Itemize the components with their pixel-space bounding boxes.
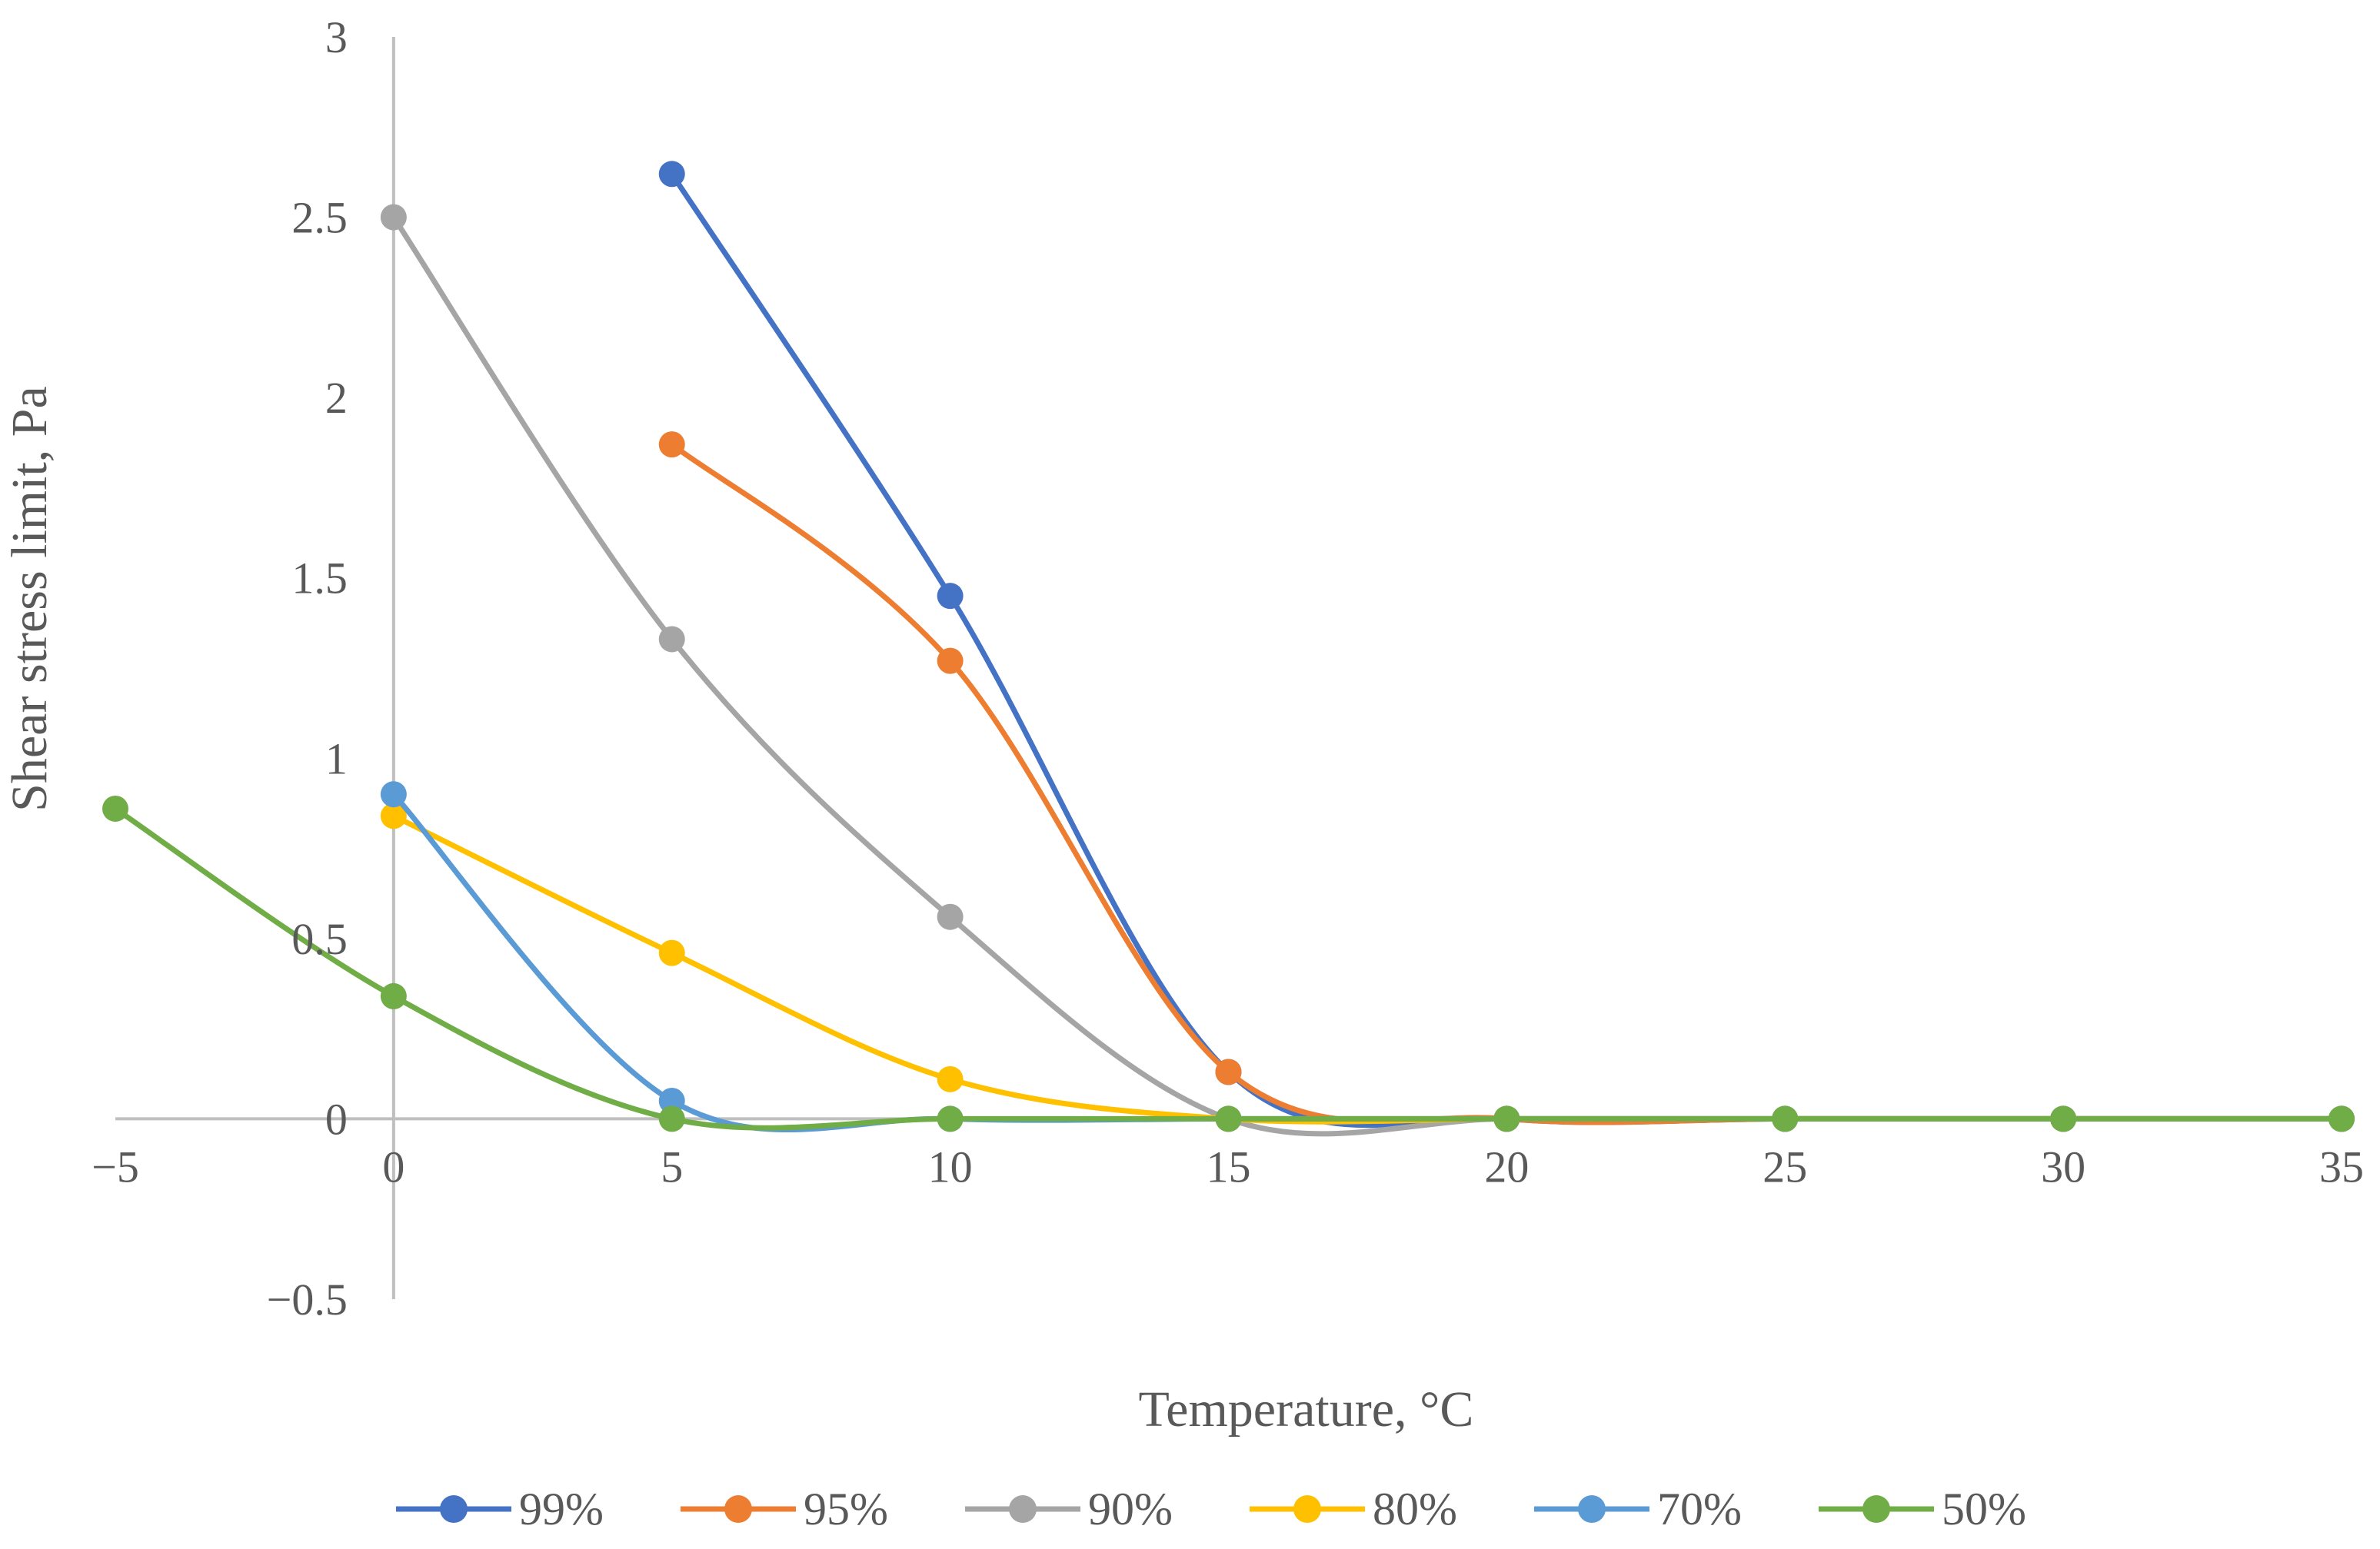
data-point <box>658 1087 685 1114</box>
legend-item: 95% <box>681 1484 888 1534</box>
legend-marker <box>724 1495 752 1523</box>
series-line <box>391 813 2345 1125</box>
data-point <box>658 939 685 966</box>
data-point <box>380 803 407 829</box>
data-point <box>1215 1059 1242 1085</box>
legend-marker <box>1293 1495 1321 1523</box>
data-point <box>2328 1105 2355 1132</box>
legend-marker <box>1009 1495 1037 1523</box>
data-point <box>102 795 128 822</box>
legend-marker <box>1578 1495 1606 1523</box>
data-point <box>380 781 407 808</box>
legend-label: 70% <box>1657 1484 1742 1534</box>
data-point <box>380 204 407 231</box>
y-tick-label: 0.5 <box>291 914 348 964</box>
legend-item: 90% <box>965 1484 1173 1534</box>
y-tick-label: −0.5 <box>267 1275 348 1325</box>
data-point <box>380 982 407 1009</box>
legend-label: 95% <box>804 1484 888 1534</box>
x-axis-title: Temperature, °C <box>1138 1381 1473 1438</box>
legend-label: 90% <box>1088 1484 1173 1534</box>
y-tick-label: 0 <box>325 1094 348 1144</box>
y-tick-label: 2.5 <box>291 193 348 243</box>
data-point <box>658 161 685 188</box>
legend-item: 70% <box>1534 1484 1742 1534</box>
legend-item: 50% <box>1819 1484 2026 1534</box>
series-line <box>669 171 2345 1129</box>
x-tick-label: 30 <box>2041 1142 2085 1192</box>
x-tick-label: 15 <box>1207 1142 1251 1192</box>
legend-label: 99% <box>519 1484 604 1534</box>
y-tick-label: 1 <box>325 733 348 783</box>
legend-label: 80% <box>1373 1484 1457 1534</box>
x-tick-label: 0 <box>382 1142 404 1192</box>
x-tick-label: 20 <box>1484 1142 1529 1192</box>
series-80pct <box>380 803 2355 1132</box>
data-point <box>937 647 964 674</box>
y-tick-label: 1.5 <box>291 553 348 603</box>
legend-marker <box>1862 1495 1890 1523</box>
data-point <box>658 431 685 458</box>
legend-item: 99% <box>396 1484 604 1534</box>
data-point <box>1493 1105 1520 1132</box>
series-50pct <box>102 795 2355 1132</box>
data-point <box>937 583 964 610</box>
series-line <box>669 441 2345 1125</box>
y-tick-label: 3 <box>325 12 348 62</box>
series-line <box>391 214 2345 1137</box>
data-point <box>937 903 964 930</box>
x-tick-label: 25 <box>1763 1142 1807 1192</box>
series-99pct <box>658 161 2355 1132</box>
legend-item: 80% <box>1250 1484 1457 1534</box>
data-point <box>937 1065 964 1092</box>
x-tick-label: 5 <box>661 1142 683 1192</box>
y-axis-title: Shear stress limit, Pa <box>2 386 58 812</box>
x-tick-label: 35 <box>2319 1142 2364 1192</box>
data-point <box>937 1105 964 1132</box>
x-tick-label: 10 <box>928 1142 973 1192</box>
x-tick-label: −5 <box>92 1142 139 1192</box>
legend-label: 50% <box>1942 1484 2026 1534</box>
data-point <box>1215 1105 1242 1132</box>
data-point <box>658 1105 685 1132</box>
legend-marker <box>440 1495 468 1523</box>
y-tick-label: 2 <box>325 373 348 423</box>
data-point <box>2050 1105 2077 1132</box>
series-90pct <box>380 204 2355 1137</box>
data-point <box>1772 1105 1799 1132</box>
data-point <box>658 626 685 653</box>
